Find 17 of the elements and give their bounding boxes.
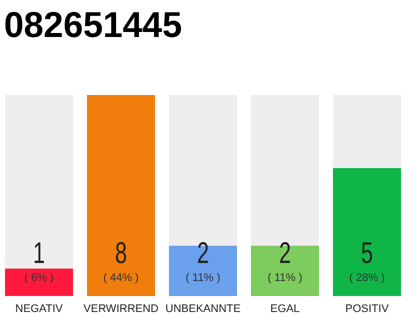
data-label: ( 44% ) xyxy=(103,272,139,284)
x-tick-label: VERWIRREND xyxy=(84,303,159,315)
annotation: 1 xyxy=(33,237,50,270)
annotation: 2 xyxy=(278,237,296,270)
data-label: ( 11% ) xyxy=(186,272,220,284)
chart-title: 082651445 xyxy=(4,4,184,45)
data-label: ( 11% ) xyxy=(268,272,302,284)
x-tick-label: EGAL xyxy=(270,303,300,315)
annotation: 2 xyxy=(197,237,214,270)
data-label: ( 6% ) xyxy=(24,272,54,284)
annotation: 5 xyxy=(360,237,378,270)
data-label: ( 28% ) xyxy=(349,272,385,284)
x-tick-label: NEGATIV xyxy=(15,303,64,315)
x-tick-label: POSITIV xyxy=(345,303,390,315)
bar xyxy=(5,268,74,296)
annotation: 8 xyxy=(115,237,132,270)
x-tick-label: UNBEKANNTE xyxy=(165,303,241,315)
